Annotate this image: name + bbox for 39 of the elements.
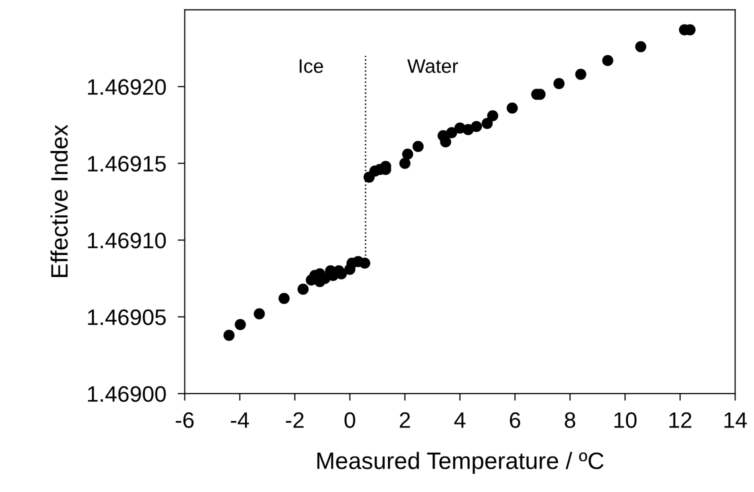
- y-tick-label: 1.46900: [88, 386, 166, 402]
- x-tick-label: 0: [344, 412, 356, 428]
- x-tick-label: -4: [230, 412, 249, 428]
- point: [575, 68, 586, 80]
- point: [470, 120, 482, 132]
- point: [506, 102, 518, 114]
- point: [635, 41, 646, 52]
- point: [359, 258, 370, 269]
- y-tick-label: 1.46910: [88, 232, 166, 248]
- point: [399, 158, 410, 169]
- point: [223, 330, 235, 341]
- x-tick-label: 10: [614, 412, 637, 428]
- point: [402, 148, 414, 160]
- annotation: Water: [407, 59, 458, 73]
- x-tick-label: 6: [510, 412, 520, 428]
- x-tick-label: 2: [400, 412, 410, 428]
- x-tick-label: 14: [724, 412, 747, 428]
- x-axis-title: Measured Temperature / ºC: [317, 452, 604, 474]
- point: [412, 140, 424, 152]
- x-tick-label: 4: [454, 412, 466, 428]
- point: [602, 54, 614, 66]
- y-axis-title: Effective Index: [50, 124, 68, 278]
- point: [278, 292, 290, 304]
- point: [254, 308, 265, 320]
- x-tick-label: 8: [564, 412, 576, 428]
- y-tick-label: 1.46905: [88, 309, 166, 326]
- x-tick-label: 12: [669, 412, 692, 428]
- point: [234, 318, 246, 330]
- x-tick-label: -6: [176, 412, 194, 428]
- point: [487, 110, 498, 122]
- point: [482, 118, 493, 129]
- point: [446, 127, 458, 138]
- y-tick-label: 1.46915: [88, 156, 166, 172]
- annotation: Ice: [300, 59, 324, 73]
- point: [440, 136, 452, 148]
- x-tick-label: -2: [286, 412, 304, 428]
- point: [553, 78, 565, 90]
- point: [298, 284, 309, 295]
- y-tick-label: 1.46920: [88, 79, 166, 95]
